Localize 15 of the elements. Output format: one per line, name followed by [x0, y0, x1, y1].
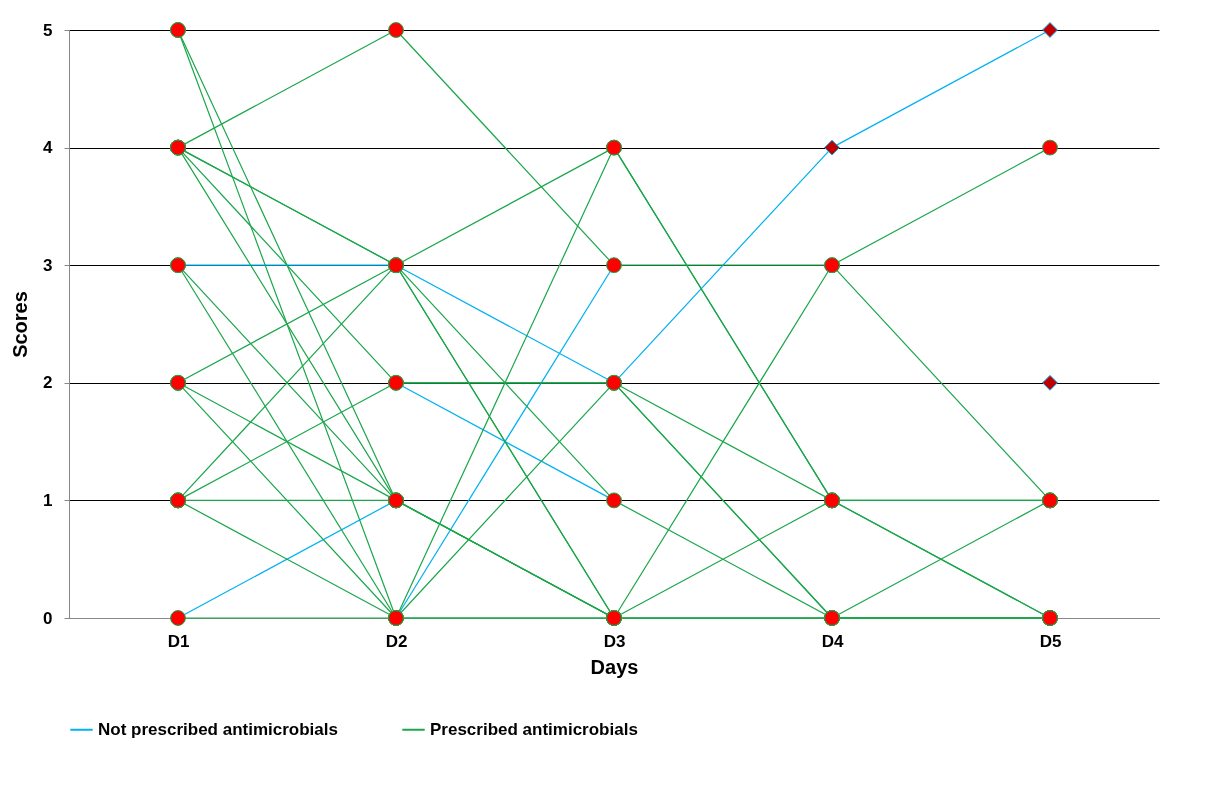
y-tick-label: 0	[43, 608, 53, 628]
y-tick-label: 1	[43, 490, 53, 510]
x-tick-label: D4	[821, 631, 844, 651]
y-tick-label: 3	[43, 255, 53, 275]
legend-label: Prescribed antimicrobials	[430, 719, 638, 739]
x-tick-label: D5	[1039, 631, 1062, 651]
x-tick-label: D3	[603, 631, 626, 651]
y-tick-label: 4	[43, 138, 54, 158]
y-tick-label: 5	[43, 20, 53, 40]
x-tick-label: D1	[167, 631, 190, 651]
y-tick-label: 2	[43, 373, 53, 393]
y-axis-title: Scores	[9, 291, 32, 358]
x-axis-title: Days	[590, 655, 639, 678]
x-tick-label: D2	[385, 631, 408, 651]
legend-label: Not prescribed antimicrobials	[98, 719, 338, 739]
